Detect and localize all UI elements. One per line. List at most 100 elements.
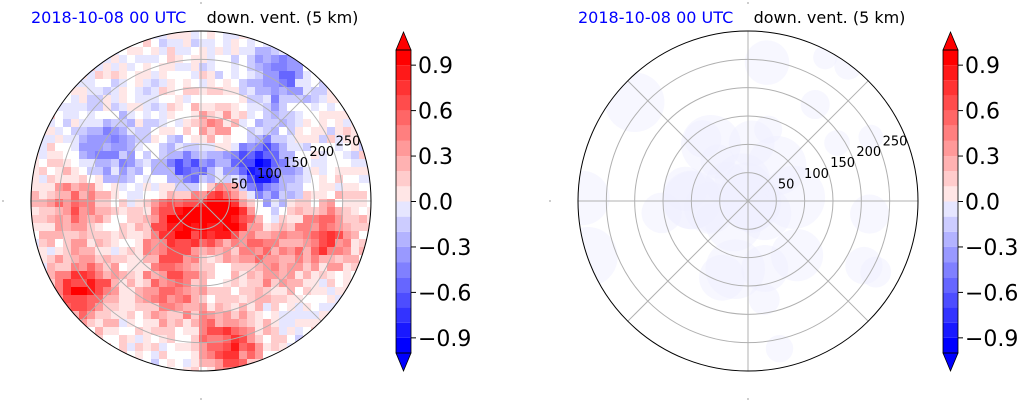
field-cell — [255, 127, 263, 135]
colorbar-segment — [943, 246, 958, 263]
field-cell — [215, 191, 223, 199]
field-cell — [175, 287, 183, 295]
field-cell — [87, 119, 95, 127]
colorbar-segment — [396, 201, 411, 217]
field-cell — [103, 367, 111, 371]
field-cell — [95, 367, 103, 371]
field-cell — [335, 335, 343, 343]
field-cell — [95, 103, 103, 111]
field-cell — [127, 263, 135, 271]
field-cell — [87, 151, 95, 159]
field-cell — [295, 199, 303, 207]
field-cell — [111, 367, 119, 371]
field-cell — [47, 295, 55, 303]
field-cell — [151, 231, 159, 239]
colorbar-segment — [396, 65, 411, 81]
field-cell — [167, 127, 175, 135]
field-cell — [175, 167, 183, 175]
field-patch — [748, 284, 780, 315]
field-cell — [191, 359, 199, 367]
field-cell — [103, 319, 111, 327]
field-cell — [191, 151, 199, 159]
field-cell — [95, 191, 103, 199]
field-cell — [159, 199, 167, 207]
field-cell — [71, 79, 79, 87]
field-cell — [319, 127, 327, 135]
field-cell — [127, 143, 135, 151]
field-cell — [223, 111, 231, 119]
field-cell — [135, 223, 143, 231]
field-cell — [47, 207, 55, 215]
field-cell — [263, 127, 271, 135]
field-cell — [55, 351, 63, 359]
field-cell — [247, 303, 255, 311]
field-cell — [303, 199, 311, 207]
field-cell — [111, 175, 119, 183]
field-cell — [159, 303, 167, 311]
angular-gridline — [747, 200, 869, 322]
field-cell — [263, 103, 271, 111]
field-cell — [167, 31, 175, 39]
field-cell — [343, 191, 351, 199]
field-cell — [239, 31, 247, 39]
field-cell — [287, 327, 295, 335]
field-cell — [183, 343, 191, 351]
field-cell — [31, 319, 39, 327]
field-cell — [327, 231, 335, 239]
field-cell — [63, 111, 71, 119]
field-cell — [359, 47, 367, 55]
field-cell — [87, 359, 95, 367]
field-cell — [255, 287, 263, 295]
colorbar-segment — [396, 231, 411, 247]
field-cell — [247, 279, 255, 287]
field-cell — [55, 255, 63, 263]
colorbar-segment — [943, 201, 958, 217]
field-cell — [63, 279, 71, 287]
field-cell — [343, 207, 351, 215]
field-cell — [151, 135, 159, 143]
colorbar-extend-max — [395, 30, 412, 51]
field-cell — [279, 271, 287, 279]
field-cell — [359, 111, 367, 119]
field-cell — [183, 119, 191, 127]
colorbar-segment — [396, 216, 411, 232]
field-cell — [247, 71, 255, 79]
field-cell — [175, 183, 183, 191]
field-cell — [255, 327, 263, 335]
field-cell — [79, 183, 87, 191]
field-cell — [239, 47, 247, 55]
field-cell — [39, 103, 47, 111]
field-cell — [359, 199, 367, 207]
field-cell — [39, 215, 47, 223]
field-cell — [319, 263, 327, 271]
field-cell — [215, 343, 223, 351]
field-cell — [151, 207, 159, 215]
field-cell — [71, 71, 79, 79]
field-cell — [367, 95, 371, 103]
field-cell — [119, 135, 127, 143]
field-patch — [850, 194, 890, 234]
field-cell — [207, 167, 215, 175]
field-cell — [119, 311, 127, 319]
field-cell — [367, 31, 371, 39]
field-cell — [263, 63, 271, 71]
field-cell — [215, 359, 223, 367]
colorbar-tick-label: 0.9 — [418, 54, 453, 79]
field-cell — [199, 143, 207, 151]
field-cell — [279, 135, 287, 143]
field-cell — [87, 263, 95, 271]
field-cell — [207, 55, 215, 63]
field-cell — [135, 279, 143, 287]
field-cell — [135, 159, 143, 167]
field-cell — [87, 47, 95, 55]
field-cell — [255, 231, 263, 239]
field-cell — [311, 87, 319, 95]
field-cell — [87, 311, 95, 319]
field-cell — [295, 319, 303, 327]
field-cell — [207, 263, 215, 271]
field-cell — [119, 303, 127, 311]
field-cell — [239, 351, 247, 359]
field-cell — [191, 143, 199, 151]
field-cell — [319, 335, 327, 343]
